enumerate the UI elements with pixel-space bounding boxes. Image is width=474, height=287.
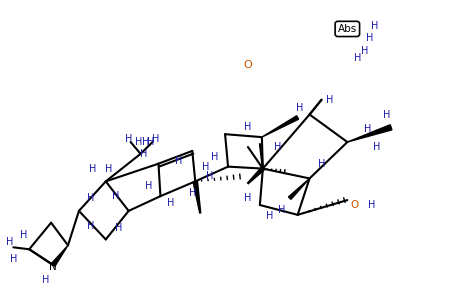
Text: H: H <box>145 181 152 191</box>
Text: Abs: Abs <box>337 24 357 34</box>
Polygon shape <box>247 167 264 184</box>
Text: H: H <box>318 159 325 169</box>
Text: H: H <box>244 122 252 132</box>
Polygon shape <box>51 245 68 266</box>
Text: H: H <box>189 188 196 198</box>
Text: H: H <box>6 237 13 247</box>
Text: H: H <box>152 134 159 144</box>
Text: H: H <box>354 53 361 63</box>
Text: O: O <box>244 60 252 70</box>
Polygon shape <box>193 181 201 213</box>
Text: H: H <box>89 164 97 174</box>
Text: H: H <box>383 110 391 119</box>
Text: H: H <box>135 137 142 147</box>
Text: H: H <box>19 230 27 241</box>
Text: H: H <box>211 152 219 162</box>
Text: H: H <box>361 46 368 56</box>
Text: H: H <box>201 162 209 172</box>
Polygon shape <box>289 179 310 199</box>
Text: H: H <box>372 21 379 31</box>
Text: H: H <box>125 134 132 144</box>
Text: H: H <box>367 200 375 210</box>
Text: H: H <box>9 254 17 264</box>
Text: H: H <box>115 223 122 233</box>
Text: H: H <box>87 193 94 203</box>
Text: H: H <box>365 33 373 43</box>
Polygon shape <box>347 125 392 142</box>
Text: H: H <box>167 198 174 208</box>
Text: O: O <box>350 200 358 210</box>
Polygon shape <box>262 116 299 137</box>
Text: H: H <box>374 142 381 152</box>
Text: H: H <box>326 95 333 105</box>
Text: H: H <box>274 142 282 152</box>
Text: H: H <box>244 193 252 203</box>
Text: H: H <box>296 103 303 113</box>
Text: H: H <box>140 149 147 159</box>
Text: H: H <box>112 191 119 201</box>
Text: N: N <box>49 262 57 272</box>
Text: H: H <box>364 124 371 134</box>
Text: H: H <box>278 205 285 215</box>
Text: H: H <box>87 221 94 231</box>
Text: H: H <box>105 164 112 174</box>
Text: H: H <box>207 171 214 181</box>
Text: H: H <box>147 137 154 147</box>
Text: H: H <box>174 156 182 166</box>
Text: H: H <box>142 137 149 147</box>
Text: H: H <box>43 275 50 285</box>
Text: H: H <box>266 211 273 221</box>
